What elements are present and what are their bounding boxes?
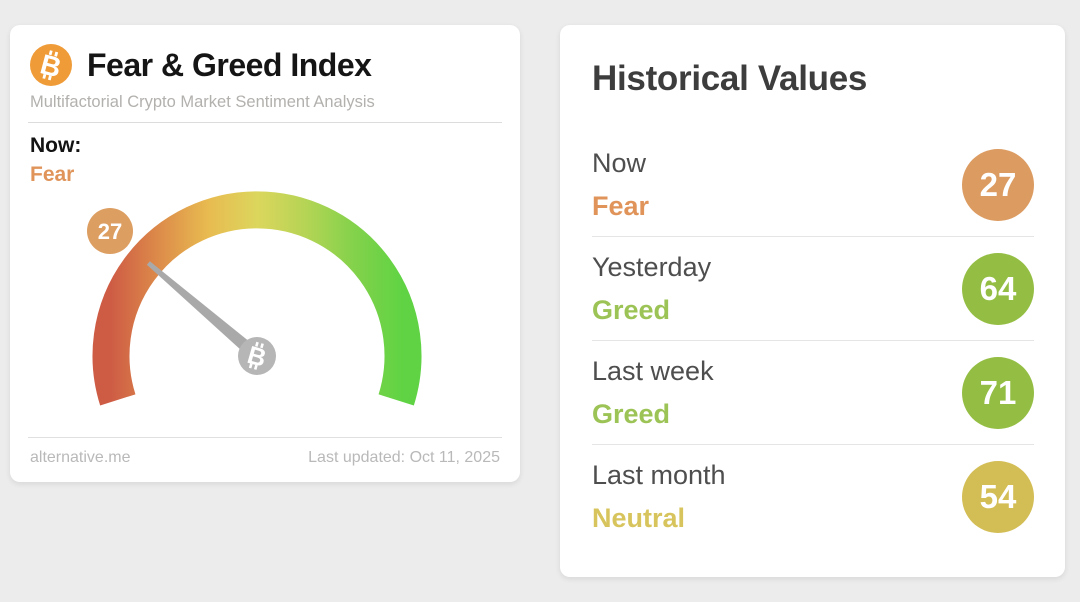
fear-greed-index-card: B Fear & Greed Index Multifactorial Cryp…	[10, 25, 520, 482]
source-link[interactable]: alternative.me	[30, 449, 131, 466]
last-updated-text: Last updated: Oct 11, 2025	[308, 449, 500, 466]
row-classification: Neutral	[592, 503, 686, 533]
page-title: Fear & Greed Index	[87, 46, 372, 83]
row-period-label: Now	[592, 148, 647, 178]
svg-text:27: 27	[98, 219, 122, 244]
gauge-value-badge: 27	[87, 208, 133, 254]
row-value-badge: 71	[962, 356, 1034, 429]
row-classification: Fear	[592, 191, 650, 221]
card-footer: alternative.me Last updated: Oct 11, 202…	[28, 437, 502, 482]
historical-values-card: Historical Values Now Fear 27 Yesterday …	[560, 25, 1065, 577]
historical-row: Last month Neutral 54	[592, 444, 1034, 548]
row-value-badge: 64	[962, 252, 1034, 325]
gauge-needle	[146, 261, 265, 364]
bitcoin-logo-icon: B	[30, 44, 72, 86]
historical-row: Now Fear 27	[592, 133, 1034, 236]
row-classification: Greed	[592, 399, 671, 429]
bitcoin-hub-icon: B	[238, 337, 276, 375]
gauge-arc	[92, 191, 422, 406]
now-label: Now:	[30, 134, 82, 157]
row-value-badge: 54	[962, 460, 1034, 533]
row-value-badge: 27	[962, 148, 1034, 221]
now-classification: Fear	[30, 163, 75, 186]
historical-values-list: Now Fear 27 Yesterday Greed 64 Last week…	[592, 133, 1034, 548]
gauge-chart: B 27	[87, 191, 422, 406]
row-period-label: Last week	[592, 356, 714, 386]
historical-values-title: Historical Values	[592, 59, 868, 98]
row-classification: Greed	[592, 295, 671, 325]
row-period-label: Last month	[592, 460, 726, 490]
card-header: B Fear & Greed Index	[10, 25, 520, 86]
header-divider	[28, 122, 502, 123]
historical-row: Last week Greed 71	[592, 340, 1034, 444]
row-period-label: Yesterday	[592, 252, 712, 282]
card-subtitle: Multifactorial Crypto Market Sentiment A…	[30, 93, 375, 111]
historical-row: Yesterday Greed 64	[592, 236, 1034, 340]
